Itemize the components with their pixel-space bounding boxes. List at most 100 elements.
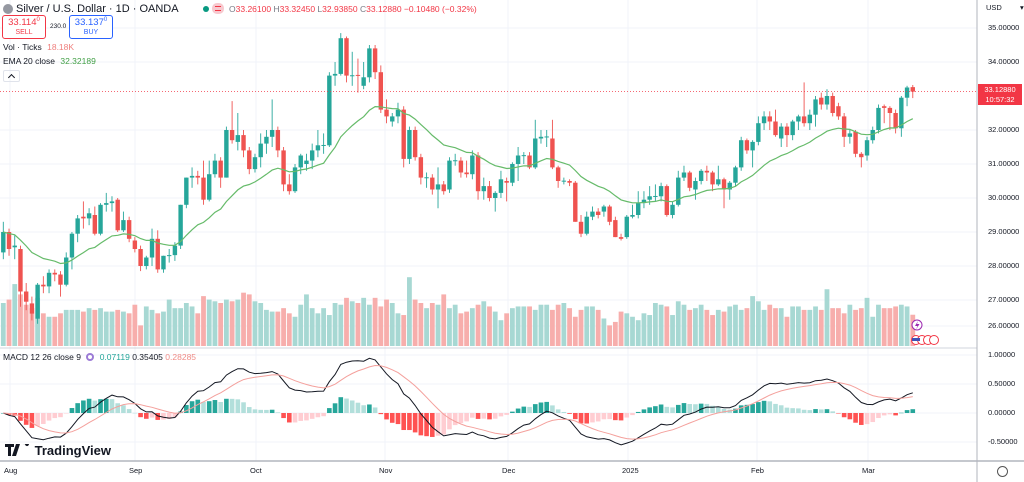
candle — [132, 237, 138, 253]
macd-legend[interactable]: MACD 12 26 close 9 0.07119 0.35405 0.282… — [3, 352, 196, 362]
buy-price-sup: 0 — [103, 17, 108, 23]
us-flag-event-icon — [929, 335, 939, 345]
candle-body — [830, 96, 835, 113]
currency-selector[interactable]: USD ▾ — [986, 3, 1024, 12]
price-tick-label: 27.00000 — [988, 295, 1020, 304]
volume-bar — [92, 309, 98, 346]
volume-bar — [561, 303, 567, 346]
macd-tick-label: 0.50000 — [988, 379, 1016, 388]
volume-bar — [58, 313, 63, 346]
candle-body — [104, 203, 109, 205]
tradingview-logo-icon — [5, 442, 29, 456]
candle-body — [693, 181, 698, 190]
currency-label: USD — [986, 3, 1002, 12]
candle-body — [252, 157, 258, 170]
macd-histogram-bar — [716, 406, 721, 413]
candle-body — [458, 160, 464, 173]
volume-bar — [121, 311, 126, 346]
ema-legend[interactable]: EMA 20 close 32.32189 — [3, 56, 96, 66]
macd-histogram-bar — [504, 413, 509, 415]
candle-body — [441, 184, 446, 192]
volume-bars — [0, 277, 916, 346]
candle-body — [241, 135, 246, 151]
candle — [441, 181, 446, 195]
volume-bar — [858, 308, 864, 346]
candle — [498, 170, 504, 198]
volume-bar — [218, 303, 224, 346]
volume-bar — [401, 315, 407, 346]
volume-bar — [790, 306, 796, 346]
macd-histogram-bar — [126, 409, 132, 413]
candle-body — [618, 237, 624, 239]
macd-histogram-bar — [18, 413, 23, 421]
candle — [716, 165, 721, 187]
volume-bar — [870, 316, 876, 346]
candle — [544, 130, 549, 147]
macd-histogram-bar — [767, 401, 773, 413]
volume-bar — [155, 313, 161, 346]
candle — [458, 157, 464, 178]
candle-body — [390, 116, 395, 122]
candle — [573, 181, 578, 222]
candle — [561, 177, 567, 185]
candle-body — [218, 160, 223, 178]
macd-histogram-bar — [538, 402, 544, 413]
macd-histogram-bar — [418, 413, 424, 436]
volume-bar — [704, 309, 710, 346]
macd-histogram-bar — [658, 404, 664, 413]
sell-button[interactable]: 33.1140 SELL — [2, 15, 46, 39]
tradingview-logo-text: TradingView — [34, 443, 111, 458]
macd-histogram-bar — [46, 413, 52, 421]
time-tick-label: Feb — [751, 466, 764, 475]
macd-histogram-bar — [555, 409, 561, 413]
candle-body — [144, 257, 149, 266]
candle — [52, 269, 57, 282]
macd-histogram-bar — [584, 413, 590, 424]
candle-body — [229, 130, 235, 141]
candle-body — [281, 150, 286, 185]
candle-body — [796, 116, 801, 122]
macd-histogram-bar — [41, 413, 46, 424]
volume-bar — [487, 306, 492, 346]
symbol-title[interactable]: Silver / U.S. Dollar · 1D · OANDA — [16, 3, 179, 15]
candle-body — [716, 179, 721, 185]
candle — [452, 153, 458, 166]
candle — [332, 62, 338, 86]
macd-histogram-bar — [367, 404, 372, 413]
candle-body — [195, 175, 200, 178]
volume-bar — [149, 309, 155, 346]
candle — [121, 211, 126, 232]
grid — [0, 0, 977, 461]
candle — [761, 111, 767, 130]
settings-gear-icon[interactable] — [997, 466, 1008, 477]
change-value: −0.10480 (−0.32%) — [403, 4, 477, 14]
volume-bar — [670, 315, 675, 346]
candle — [767, 111, 772, 130]
volume-bar — [492, 311, 498, 346]
collapse-legend-button[interactable] — [3, 70, 20, 82]
candle-body — [698, 170, 704, 181]
candle — [607, 204, 612, 226]
candle — [796, 114, 801, 130]
macd-settings-icon[interactable] — [86, 353, 95, 361]
macd-histogram-bar — [910, 409, 916, 413]
macd-histogram-bar — [384, 413, 389, 420]
macd-histogram-bar — [58, 413, 63, 418]
volume-legend[interactable]: Vol · Ticks 18.18K — [3, 42, 74, 52]
candle-body — [561, 180, 567, 182]
candle-body — [69, 233, 75, 258]
time-tick-label: Aug — [4, 466, 18, 475]
tradingview-logo[interactable]: TradingView — [5, 442, 111, 458]
macd-histogram-bar — [481, 413, 487, 419]
candle-body — [727, 182, 732, 190]
signal-line — [3, 364, 913, 440]
buy-button[interactable]: 33.1370 BUY — [69, 15, 113, 39]
macd-histogram-bar — [86, 398, 92, 413]
candle — [481, 177, 486, 200]
macd-histogram-bar — [750, 404, 755, 413]
volume-bar — [269, 311, 275, 346]
menu-icon[interactable] — [212, 3, 224, 14]
macd-histogram-bar — [841, 413, 847, 418]
candle — [784, 123, 790, 147]
